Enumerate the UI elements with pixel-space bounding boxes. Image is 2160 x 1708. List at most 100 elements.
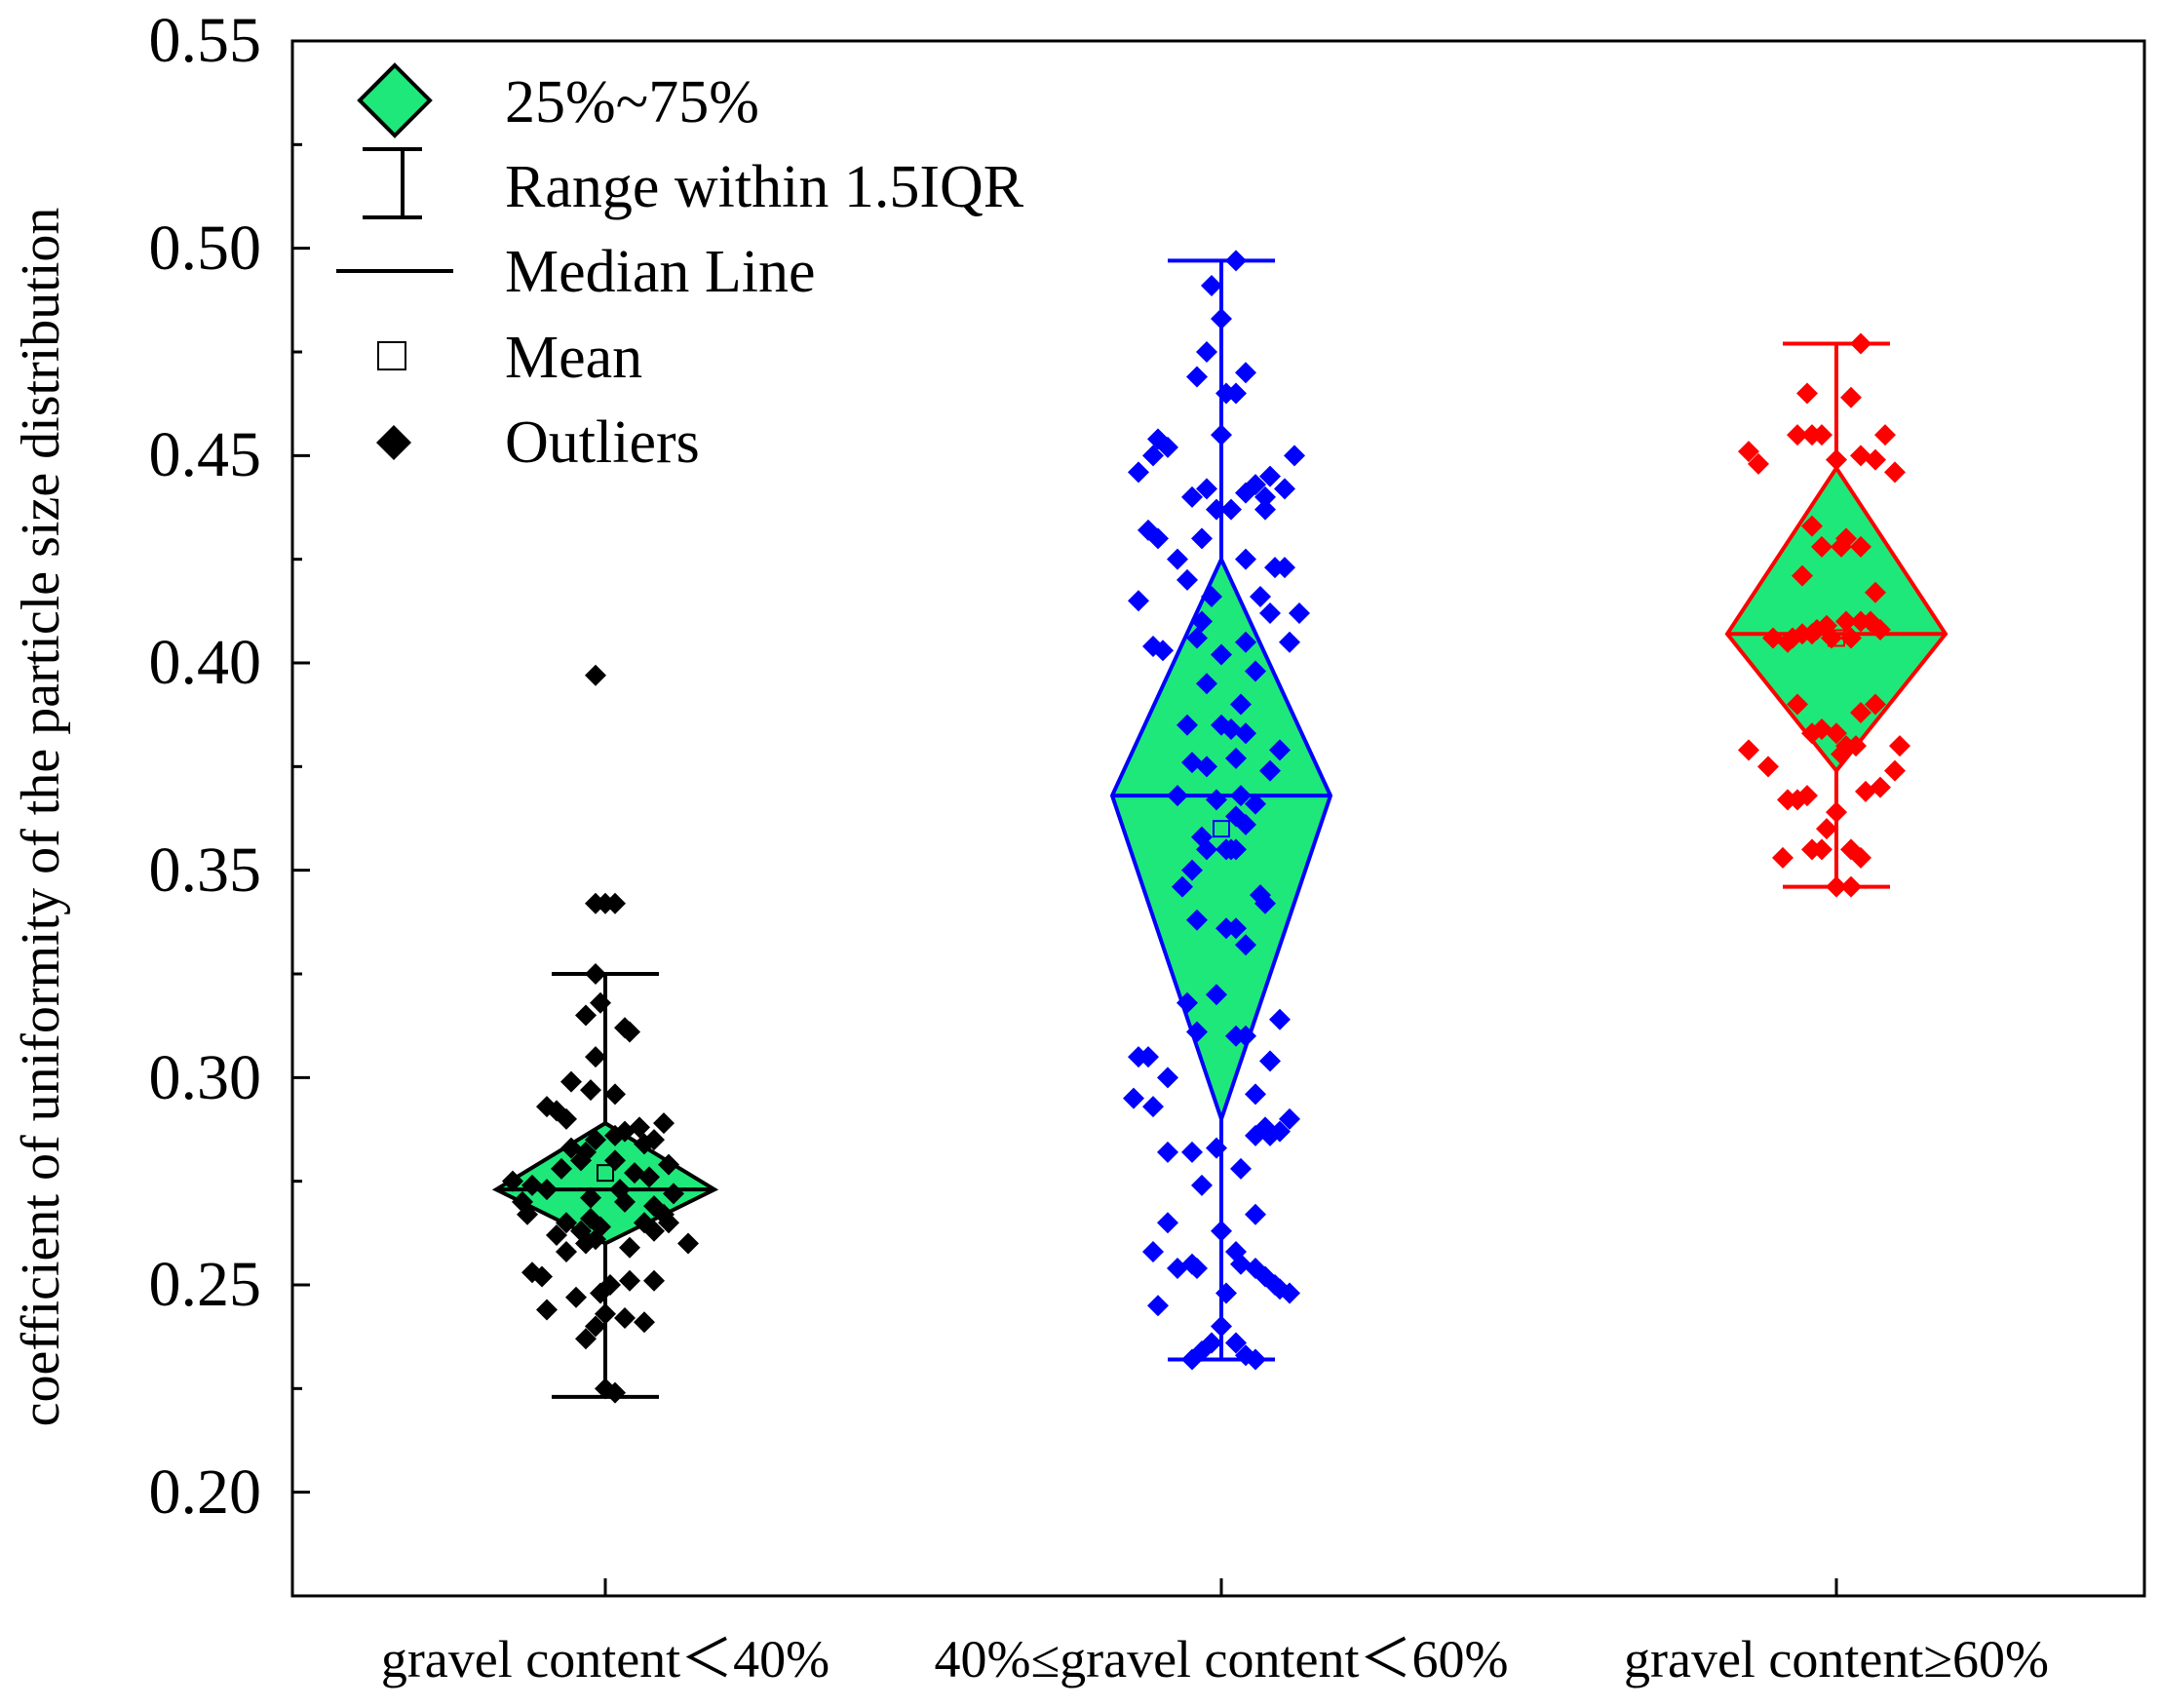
y-tick-label-0.55: 0.55 <box>149 5 262 76</box>
data-point <box>1738 441 1759 463</box>
data-point <box>1772 846 1794 869</box>
legend-label-outliers: Outliers <box>505 409 700 476</box>
data-point <box>604 892 626 914</box>
data-point <box>1245 1203 1266 1225</box>
data-point <box>638 1166 660 1188</box>
data-point <box>1826 875 1847 898</box>
data-point <box>517 1203 538 1225</box>
data-point <box>643 1269 665 1292</box>
data-point <box>1138 1046 1159 1068</box>
data-point <box>1196 756 1217 778</box>
mean-marker <box>597 1164 614 1183</box>
data-point <box>585 1315 606 1338</box>
data-point <box>1826 722 1847 745</box>
data-point <box>1269 1008 1291 1030</box>
data-point <box>1777 631 1798 653</box>
data-point <box>1235 934 1256 956</box>
data-point <box>1850 610 1871 633</box>
data-point <box>1245 1348 1266 1371</box>
data-point <box>1235 482 1256 504</box>
data-point <box>1796 382 1818 405</box>
data-point <box>604 1381 626 1404</box>
data-point <box>1254 498 1276 521</box>
y-tick-label-0.50: 0.50 <box>149 213 262 284</box>
data-point <box>1254 485 1276 508</box>
data-point <box>1738 739 1759 761</box>
data-point <box>1259 759 1281 782</box>
data-point <box>1840 875 1862 898</box>
data-point <box>1230 693 1252 716</box>
data-point <box>1196 341 1217 363</box>
data-point <box>634 1311 655 1334</box>
legend-box-icon <box>357 62 433 138</box>
data-point <box>1269 1120 1291 1143</box>
data-point <box>1816 818 1837 840</box>
data-point <box>1259 602 1281 624</box>
data-point <box>1176 568 1198 591</box>
data-point <box>551 1157 572 1180</box>
data-point <box>614 1190 636 1213</box>
data-point <box>1889 735 1910 757</box>
data-point <box>1811 424 1832 446</box>
data-point <box>1850 846 1871 869</box>
data-point <box>1167 1257 1188 1279</box>
data-point <box>575 1004 597 1027</box>
data-point <box>1757 756 1779 778</box>
data-point <box>1826 801 1847 824</box>
data-point <box>1201 585 1222 607</box>
data-point <box>585 1129 606 1151</box>
data-point <box>1225 250 1247 272</box>
data-point <box>1211 1315 1232 1338</box>
data-point <box>1152 640 1174 662</box>
data-point <box>1181 485 1203 508</box>
data-point <box>556 1107 577 1130</box>
data-point <box>1201 274 1222 296</box>
y-tick-label-0.40: 0.40 <box>149 627 262 698</box>
series-3 <box>1724 332 1948 898</box>
data-point <box>1211 424 1232 446</box>
data-point <box>1220 498 1242 521</box>
data-point <box>1186 1021 1208 1043</box>
data-point <box>1826 448 1847 471</box>
data-point <box>1123 1087 1144 1109</box>
data-point <box>1206 1137 1227 1159</box>
x-tick-label-2: 40%≤gravel content＜60% <box>935 1630 1509 1689</box>
data-point <box>1259 1050 1281 1072</box>
data-point <box>1850 702 1871 724</box>
data-point <box>1279 1107 1300 1130</box>
data-point <box>1186 366 1208 388</box>
data-point <box>1289 602 1310 624</box>
data-point <box>556 1212 577 1234</box>
plot-frame <box>290 39 2146 1598</box>
data-point <box>1147 1295 1169 1317</box>
data-point <box>1181 1141 1203 1163</box>
data-point <box>1235 722 1256 745</box>
iqr-diamond-box <box>1109 554 1333 1126</box>
data-point <box>1787 693 1808 716</box>
data-point <box>1801 838 1823 861</box>
data-point <box>1874 424 1896 446</box>
data-point <box>1250 585 1271 607</box>
data-point <box>1235 813 1256 835</box>
data-point <box>590 991 611 1014</box>
data-point <box>556 1240 577 1262</box>
data-point <box>580 1186 601 1209</box>
data-point <box>634 1133 655 1155</box>
data-point <box>1245 793 1266 815</box>
data-point <box>1884 461 1906 484</box>
data-point <box>614 1307 636 1330</box>
data-point <box>1284 445 1305 467</box>
legend-label-median: Median Line <box>505 239 816 305</box>
data-point <box>1167 548 1188 570</box>
data-point <box>619 1236 640 1259</box>
data-point <box>1835 610 1857 633</box>
data-point <box>585 1046 606 1068</box>
data-point <box>604 1124 626 1146</box>
data-point <box>575 1328 597 1350</box>
data-point <box>502 1170 523 1192</box>
data-point <box>1225 1332 1247 1354</box>
data-point <box>1142 1096 1164 1118</box>
data-point <box>1235 1025 1256 1047</box>
data-point <box>1235 631 1256 653</box>
